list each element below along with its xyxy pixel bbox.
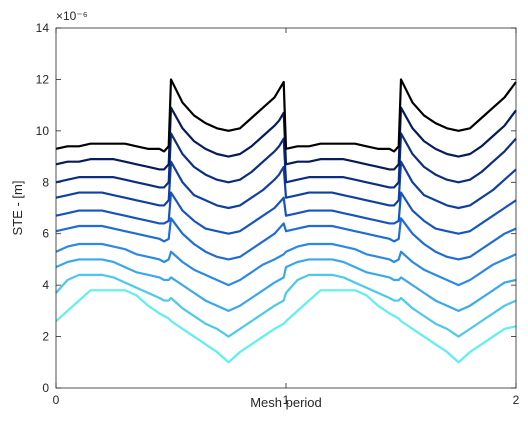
x-tick-label-0: 0 — [53, 393, 60, 407]
y-tick-label-2: 4 — [42, 278, 49, 292]
y-tick-label-6: 12 — [36, 72, 50, 86]
y-tick-label-1: 2 — [42, 330, 49, 344]
series-line-2 — [55, 273, 517, 338]
y-tick-label-0: 0 — [42, 381, 49, 395]
y-axis-label: STE - [m] — [10, 181, 25, 236]
y-axis-ticks: 0 2 4 6 8 10 12 14 — [36, 21, 516, 395]
series-line-1 — [55, 289, 517, 364]
series-line-8 — [55, 132, 517, 189]
series-line-7 — [55, 160, 517, 210]
series-line-5 — [55, 217, 517, 261]
y-tick-label-3: 6 — [42, 227, 49, 241]
x-axis-label: Mesh period — [250, 395, 322, 410]
y-tick-label-5: 10 — [36, 124, 50, 138]
x-tick-label-1: 1 — [283, 393, 290, 407]
y-axis-exponent: ×10⁻⁶ — [56, 9, 88, 23]
series-line-4 — [55, 242, 517, 287]
series-layer — [55, 78, 517, 364]
series-line-10 — [55, 78, 517, 153]
y-tick-label-4: 8 — [42, 175, 49, 189]
x-tick-label-2: 2 — [513, 393, 520, 407]
series-line-3 — [55, 258, 517, 312]
series-line-6 — [55, 191, 517, 235]
y-tick-label-7: 14 — [36, 21, 50, 35]
x-axis-ticks: 0 1 2 — [53, 28, 520, 407]
